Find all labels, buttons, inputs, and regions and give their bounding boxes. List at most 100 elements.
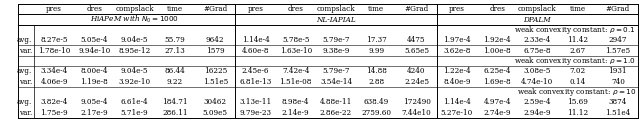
Text: 86.44: 86.44 [164,67,186,75]
Text: dres: dres [489,5,505,13]
Text: 9.04e-5: 9.04e-5 [121,67,148,75]
Text: 11.12: 11.12 [567,109,588,117]
Text: 9.38e-9: 9.38e-9 [323,47,349,55]
Text: 2.24e5: 2.24e5 [404,78,429,86]
Text: 1.69e-8: 1.69e-8 [483,78,511,86]
Text: 5.65e5: 5.65e5 [404,47,429,55]
Text: 9.22: 9.22 [167,78,183,86]
Text: 2759.60: 2759.60 [361,109,391,117]
Text: 2.67: 2.67 [570,47,586,55]
Text: 6.75e-8: 6.75e-8 [524,47,551,55]
Text: 7.02: 7.02 [570,67,586,75]
Text: 6.25e-4: 6.25e-4 [483,67,511,75]
Text: 1.00e-8: 1.00e-8 [483,47,511,55]
Text: 1931: 1931 [609,67,627,75]
Text: 2.94e-9: 2.94e-9 [524,109,551,117]
Text: pres: pres [248,5,264,13]
Text: 8.95e-12: 8.95e-12 [118,47,151,55]
Text: 8.98e-4: 8.98e-4 [282,98,310,107]
Text: compslack: compslack [115,5,154,13]
Text: 4.88e-11: 4.88e-11 [320,98,352,107]
Text: var.: var. [19,78,32,86]
Text: #Grad: #Grad [605,5,630,13]
Text: 2.88: 2.88 [368,78,385,86]
Text: pres: pres [46,5,62,13]
Text: 1.75e-9: 1.75e-9 [40,109,68,117]
Text: time: time [368,5,385,13]
Text: 1.78e-10: 1.78e-10 [38,47,70,55]
Text: 16225: 16225 [204,67,227,75]
Text: pres: pres [449,5,465,13]
Text: weak convexity constant: $\rho = 0.1$: weak convexity constant: $\rho = 0.1$ [515,24,636,36]
Text: dres: dres [288,5,303,13]
Text: 5.79e-7: 5.79e-7 [323,36,349,44]
Text: var.: var. [19,47,32,55]
Text: 2.33e-4: 2.33e-4 [524,36,551,44]
Text: compslack: compslack [518,5,557,13]
Text: 55.79: 55.79 [164,36,186,44]
Text: 8.27e-5: 8.27e-5 [40,36,68,44]
Text: 0.14: 0.14 [570,78,586,86]
Text: 1.63e-10: 1.63e-10 [280,47,312,55]
Text: 9.94e-10: 9.94e-10 [78,47,111,55]
Text: 8.00e-4: 8.00e-4 [81,67,108,75]
Text: 1.22e-4: 1.22e-4 [443,67,470,75]
Text: compslack: compslack [317,5,355,13]
Text: 7.44e10: 7.44e10 [402,109,431,117]
Text: 3.92e-10: 3.92e-10 [118,78,151,86]
Text: 9.99: 9.99 [368,47,385,55]
Text: 172490: 172490 [403,98,431,107]
Text: HiAPeM with $N_0 = 1000$: HiAPeM with $N_0 = 1000$ [90,14,179,25]
Text: 8.40e-9: 8.40e-9 [443,78,470,86]
Text: 4475: 4475 [407,36,426,44]
Text: 27.13: 27.13 [164,47,186,55]
Text: 5.79e-7: 5.79e-7 [323,67,349,75]
Text: weak convexity constant: $\rho = 1.0$: weak convexity constant: $\rho = 1.0$ [515,55,636,67]
Text: #Grad: #Grad [404,5,429,13]
Text: 1579: 1579 [206,47,225,55]
Text: 15.69: 15.69 [567,98,588,107]
Text: 3.62e-8: 3.62e-8 [443,47,470,55]
Text: 1.51e-08: 1.51e-08 [280,78,312,86]
Text: 14.88: 14.88 [366,67,387,75]
Text: 286.11: 286.11 [162,109,188,117]
Text: 4.74e-10: 4.74e-10 [521,78,554,86]
Text: 2.59e-4: 2.59e-4 [524,98,551,107]
Text: time: time [167,5,183,13]
Text: 3.54e-14: 3.54e-14 [320,78,352,86]
Text: 6.81e-13: 6.81e-13 [239,78,271,86]
Text: 3.82e-4: 3.82e-4 [40,98,68,107]
Text: 9.79e-23: 9.79e-23 [239,109,271,117]
Text: avg.: avg. [17,98,32,107]
Text: NL-IAPIAL: NL-IAPIAL [316,15,356,24]
Text: avg.: avg. [17,67,32,75]
Text: 5.09e5: 5.09e5 [203,109,228,117]
Text: 1.19e-8: 1.19e-8 [81,78,108,86]
Text: 2.74e-9: 2.74e-9 [483,109,511,117]
Text: 6.61e-4: 6.61e-4 [121,98,148,107]
Text: 4240: 4240 [407,67,426,75]
Text: 4.60e-8: 4.60e-8 [242,47,269,55]
Text: 184.71: 184.71 [162,98,188,107]
Text: 1.14e-4: 1.14e-4 [241,36,269,44]
Text: 1.51e4: 1.51e4 [605,109,630,117]
Text: 11.42: 11.42 [567,36,588,44]
Text: 4.97e-4: 4.97e-4 [483,98,511,107]
Text: 3874: 3874 [609,98,627,107]
Text: 3.13e-11: 3.13e-11 [239,98,271,107]
Text: 2.14e-9: 2.14e-9 [282,109,310,117]
Text: 740: 740 [611,78,625,86]
Text: 5.27e-10: 5.27e-10 [441,109,473,117]
Text: dres: dres [86,5,102,13]
Text: 2.45e-6: 2.45e-6 [242,67,269,75]
Text: 30462: 30462 [204,98,227,107]
Text: 1.51e5: 1.51e5 [203,78,228,86]
Text: 638.49: 638.49 [364,98,389,107]
Text: 4.06e-9: 4.06e-9 [40,78,68,86]
Text: 7.42e-4: 7.42e-4 [282,67,310,75]
Text: 9642: 9642 [206,36,225,44]
Text: 2947: 2947 [609,36,627,44]
Text: time: time [570,5,586,13]
Text: var.: var. [19,109,32,117]
Text: 2.86e-22: 2.86e-22 [320,109,352,117]
